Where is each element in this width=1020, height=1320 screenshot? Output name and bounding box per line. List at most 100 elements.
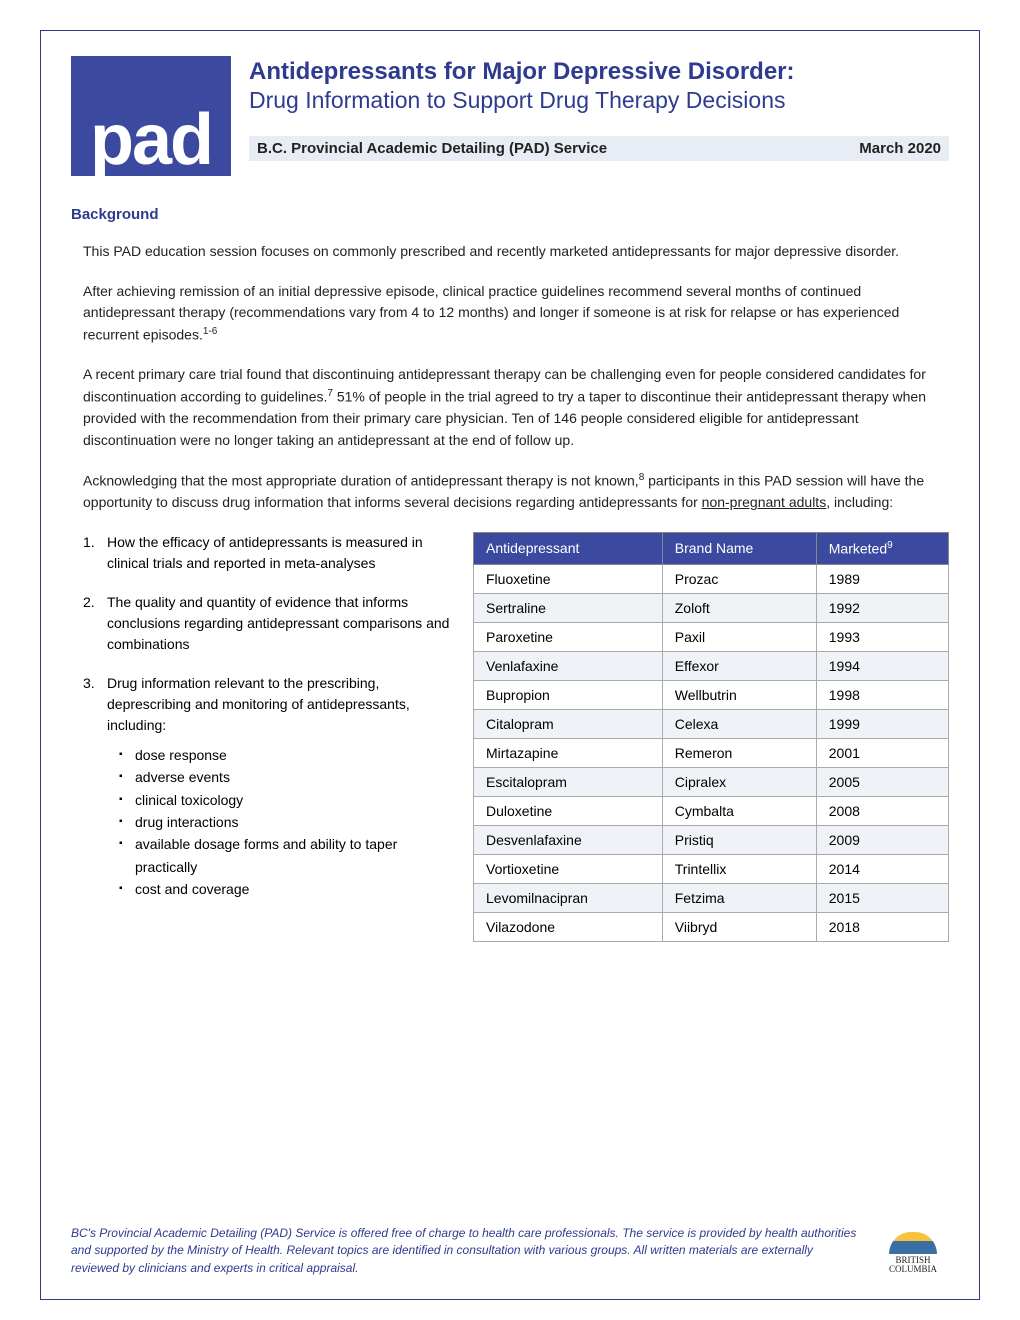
- table-cell: Vilazodone: [474, 912, 663, 941]
- document-title-sub: Drug Information to Support Drug Therapy…: [249, 87, 949, 114]
- table-cell: Viibryd: [662, 912, 816, 941]
- table-body: FluoxetineProzac1989SertralineZoloft1992…: [474, 564, 949, 941]
- paragraph-4: Acknowledging that the most appropriate …: [83, 470, 949, 514]
- paragraph-1: This PAD education session focuses on co…: [83, 241, 949, 263]
- content-columns: How the efficacy of antidepressants is m…: [83, 532, 949, 942]
- bc-logo-line2: COLUMBIA: [889, 1265, 937, 1274]
- table-row: MirtazapineRemeron2001: [474, 738, 949, 767]
- table-header-row: Antidepressant Brand Name Marketed9: [474, 532, 949, 564]
- sub-list: dose response adverse events clinical to…: [119, 744, 453, 901]
- table-cell: 1993: [816, 622, 948, 651]
- list-item: Drug information relevant to the prescri…: [83, 673, 453, 901]
- left-column: How the efficacy of antidepressants is m…: [83, 532, 453, 942]
- table-cell: Fetzima: [662, 883, 816, 912]
- table-cell: 2008: [816, 796, 948, 825]
- list-item-text: Drug information relevant to the prescri…: [107, 675, 410, 733]
- table-cell: Wellbutrin: [662, 680, 816, 709]
- table-row: SertralineZoloft1992: [474, 593, 949, 622]
- table-cell: Remeron: [662, 738, 816, 767]
- table-cell: 1999: [816, 709, 948, 738]
- table-cell: Bupropion: [474, 680, 663, 709]
- table-cell: 2005: [816, 767, 948, 796]
- table-row: VilazodoneViibryd2018: [474, 912, 949, 941]
- table-row: FluoxetineProzac1989: [474, 564, 949, 593]
- header-content: Antidepressants for Major Depressive Dis…: [249, 56, 949, 176]
- document-page: pad Antidepressants for Major Depressive…: [0, 0, 1020, 1320]
- table-cell: Levomilnacipran: [474, 883, 663, 912]
- service-name: B.C. Provincial Academic Detailing (PAD)…: [257, 140, 607, 157]
- sub-list-item: drug interactions: [119, 811, 453, 833]
- table-row: EscitalopramCipralex2005: [474, 767, 949, 796]
- pad-logo: pad: [71, 56, 231, 176]
- paragraph-4a: Acknowledging that the most appropriate …: [83, 472, 639, 488]
- table-cell: Fluoxetine: [474, 564, 663, 593]
- table-row: CitalopramCelexa1999: [474, 709, 949, 738]
- table-cell: 2018: [816, 912, 948, 941]
- table-row: DesvenlafaxinePristiq2009: [474, 825, 949, 854]
- bc-logo-graphic: [889, 1232, 937, 1254]
- table-cell: 2001: [816, 738, 948, 767]
- table-row: ParoxetinePaxil1993: [474, 622, 949, 651]
- document-date: March 2020: [859, 140, 941, 157]
- table-header-marketed-text: Marketed: [829, 541, 887, 557]
- table-cell: Duloxetine: [474, 796, 663, 825]
- section-heading-background: Background: [71, 206, 949, 223]
- table-cell: Cymbalta: [662, 796, 816, 825]
- footer: BC's Provincial Academic Detailing (PAD)…: [71, 1225, 949, 1281]
- table-cell: Trintellix: [662, 854, 816, 883]
- table-cell: Paxil: [662, 622, 816, 651]
- paragraph-2: After achieving remission of an initial …: [83, 281, 949, 347]
- list-item: How the efficacy of antidepressants is m…: [83, 532, 453, 574]
- table-row: LevomilnacipranFetzima2015: [474, 883, 949, 912]
- table-cell: Sertraline: [474, 593, 663, 622]
- table-cell: Pristiq: [662, 825, 816, 854]
- paragraph-4-underline: non-pregnant adults: [702, 494, 827, 510]
- table-row: VortioxetineTrintellix2014: [474, 854, 949, 883]
- list-item-text: How the efficacy of antidepressants is m…: [107, 534, 423, 571]
- paragraph-4c: , including:: [826, 494, 893, 510]
- sub-list-item: dose response: [119, 744, 453, 766]
- header-row: pad Antidepressants for Major Depressive…: [71, 56, 949, 176]
- table-cell: Effexor: [662, 651, 816, 680]
- table-cell: Cipralex: [662, 767, 816, 796]
- sub-list-item: cost and coverage: [119, 878, 453, 900]
- sub-list-item: adverse events: [119, 766, 453, 788]
- table-row: VenlafaxineEffexor1994: [474, 651, 949, 680]
- right-column: Antidepressant Brand Name Marketed9 Fluo…: [473, 532, 949, 942]
- table-cell: Prozac: [662, 564, 816, 593]
- sub-list-item: clinical toxicology: [119, 789, 453, 811]
- footer-text: BC's Provincial Academic Detailing (PAD)…: [71, 1225, 862, 1277]
- table-row: DuloxetineCymbalta2008: [474, 796, 949, 825]
- table-cell: Venlafaxine: [474, 651, 663, 680]
- table-cell: Zoloft: [662, 593, 816, 622]
- page-border: pad Antidepressants for Major Depressive…: [40, 30, 980, 1300]
- table-cell: Celexa: [662, 709, 816, 738]
- list-item-text: The quality and quantity of evidence tha…: [107, 594, 449, 652]
- table-cell: 1992: [816, 593, 948, 622]
- table-cell: 2015: [816, 883, 948, 912]
- british-columbia-logo: BRITISH COLUMBIA: [877, 1225, 949, 1281]
- table-cell: Paroxetine: [474, 622, 663, 651]
- sub-list-item: available dosage forms and ability to ta…: [119, 833, 453, 878]
- pad-logo-text: pad: [90, 104, 212, 176]
- service-bar: B.C. Provincial Academic Detailing (PAD)…: [249, 136, 949, 161]
- table-cell: 2014: [816, 854, 948, 883]
- table-cell: 1989: [816, 564, 948, 593]
- table-header-marketed: Marketed9: [816, 532, 948, 564]
- table-cell: Citalopram: [474, 709, 663, 738]
- paragraph-3: A recent primary care trial found that d…: [83, 364, 949, 451]
- table-cell: Mirtazapine: [474, 738, 663, 767]
- table-cell: Escitalopram: [474, 767, 663, 796]
- table-cell: 1994: [816, 651, 948, 680]
- table-header-brand: Brand Name: [662, 532, 816, 564]
- paragraph-2-ref: 1-6: [203, 326, 217, 337]
- table-cell: 1998: [816, 680, 948, 709]
- table-cell: Desvenlafaxine: [474, 825, 663, 854]
- list-item: The quality and quantity of evidence tha…: [83, 592, 453, 655]
- table-header-antidepressant: Antidepressant: [474, 532, 663, 564]
- numbered-list: How the efficacy of antidepressants is m…: [83, 532, 453, 901]
- table-row: BupropionWellbutrin1998: [474, 680, 949, 709]
- footer-lead: BC's Provincial Academic Detailing (PAD)…: [71, 1226, 335, 1240]
- antidepressant-table: Antidepressant Brand Name Marketed9 Fluo…: [473, 532, 949, 942]
- table-cell: 2009: [816, 825, 948, 854]
